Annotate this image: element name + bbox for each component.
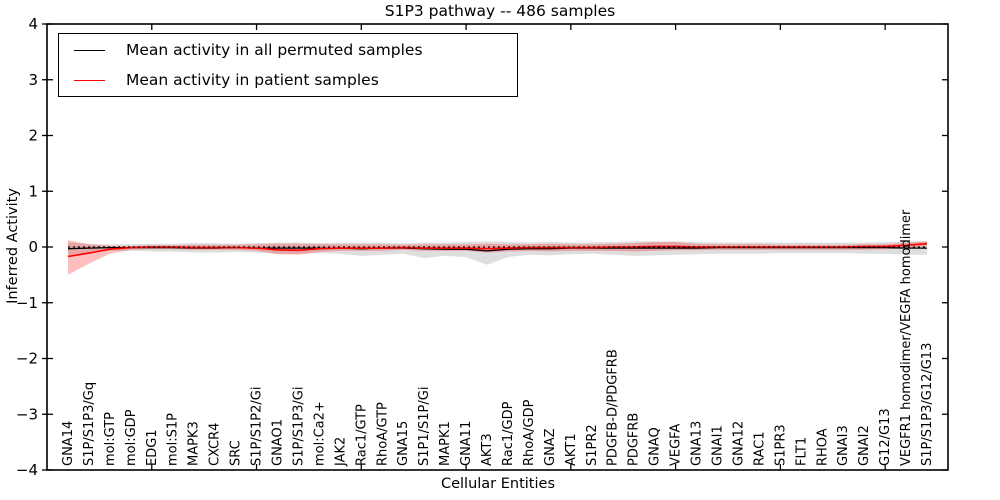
x-category-label: GNAQ bbox=[648, 427, 663, 466]
x-category-label: GNA15 bbox=[396, 421, 411, 466]
x-category-label: RhoA/GDP bbox=[522, 399, 537, 466]
x-category-label: PDGFB-D/PDGFRB bbox=[606, 349, 621, 466]
x-category-label: mol:S1P bbox=[166, 413, 181, 466]
x-category-label: mol:GDP bbox=[124, 409, 139, 466]
x-category-label: GNA11 bbox=[459, 421, 474, 466]
legend-item-permuted: Mean activity in all permuted samples bbox=[59, 36, 517, 64]
x-category-label: EDG1 bbox=[145, 429, 160, 466]
y-tick-label: 2 bbox=[28, 127, 38, 145]
x-category-label: MAPK3 bbox=[187, 421, 202, 466]
x-category-label: RAC1 bbox=[752, 431, 767, 466]
x-category-label: RHOA bbox=[815, 428, 830, 466]
x-category-label: S1P/S1P3/Gq bbox=[82, 382, 97, 466]
y-tick-label: 0 bbox=[28, 238, 38, 256]
y-tick-label: 4 bbox=[28, 15, 38, 33]
x-category-label: Rac1/GDP bbox=[501, 401, 516, 466]
x-category-label: PDGFRB bbox=[627, 413, 642, 466]
x-category-label: S1P1/S1P/Gi bbox=[417, 387, 432, 466]
x-category-label: CXCR4 bbox=[208, 423, 223, 466]
x-category-label: S1P/S1P3/G12/G13 bbox=[920, 343, 935, 466]
x-category-label: AKT1 bbox=[564, 433, 579, 466]
x-category-label: VEGFA bbox=[669, 424, 684, 466]
y-tick-label: −2 bbox=[16, 350, 38, 368]
x-category-label: mol:Ca2+ bbox=[312, 401, 327, 466]
x-category-label: GNA14 bbox=[61, 421, 76, 466]
legend-item-patient: Mean activity in patient samples bbox=[59, 66, 517, 94]
x-category-label: RhoA/GTP bbox=[375, 402, 390, 466]
x-category-label: GNA13 bbox=[690, 421, 705, 466]
legend-label-patient: Mean activity in patient samples bbox=[126, 71, 379, 89]
x-category-label: S1P/S1P3/Gi bbox=[291, 387, 306, 466]
x-category-label: G12/G13 bbox=[878, 408, 893, 466]
legend-line-sample-red bbox=[74, 79, 105, 81]
y-tick-label: −3 bbox=[16, 405, 38, 423]
x-category-label: MAPK1 bbox=[438, 421, 453, 466]
x-category-label: GNAO1 bbox=[270, 419, 285, 466]
patient-std-band bbox=[68, 240, 927, 275]
y-tick-label: 1 bbox=[28, 182, 38, 200]
x-axis-label: Cellular Entities bbox=[440, 476, 556, 492]
y-tick-label: −4 bbox=[16, 461, 38, 479]
y-tick-label: 3 bbox=[28, 71, 38, 89]
x-category-label: Rac1/GTP bbox=[354, 404, 369, 466]
x-category-label: VEGFR1 homodimer/VEGFA homodimer bbox=[899, 209, 914, 466]
x-category-label: AKT3 bbox=[480, 433, 495, 466]
x-category-label: GNAZ bbox=[543, 428, 558, 466]
y-tick-label: −1 bbox=[16, 294, 38, 312]
x-category-label: JAK2 bbox=[333, 437, 348, 467]
legend: Mean activity in all permuted samples Me… bbox=[58, 33, 518, 97]
x-category-label: mol:GTP bbox=[103, 412, 118, 466]
x-category-label: S1P/S1P2/Gi bbox=[250, 387, 265, 466]
x-category-label: GNAI1 bbox=[711, 425, 726, 466]
chart-title: S1P3 pathway -- 486 samples bbox=[384, 2, 616, 20]
y-axis-label: Inferred Activity bbox=[5, 188, 21, 304]
legend-line-sample-black bbox=[74, 49, 105, 51]
x-category-label: S1PR2 bbox=[585, 424, 600, 466]
x-category-label: S1PR3 bbox=[773, 424, 788, 466]
x-category-label: SRC bbox=[229, 440, 244, 466]
legend-label-permuted: Mean activity in all permuted samples bbox=[126, 41, 423, 59]
x-category-label: FLT1 bbox=[794, 437, 809, 466]
x-category-label: GNAI3 bbox=[836, 425, 851, 466]
x-category-label: GNAI2 bbox=[857, 425, 872, 466]
x-category-label: GNA12 bbox=[731, 421, 746, 466]
